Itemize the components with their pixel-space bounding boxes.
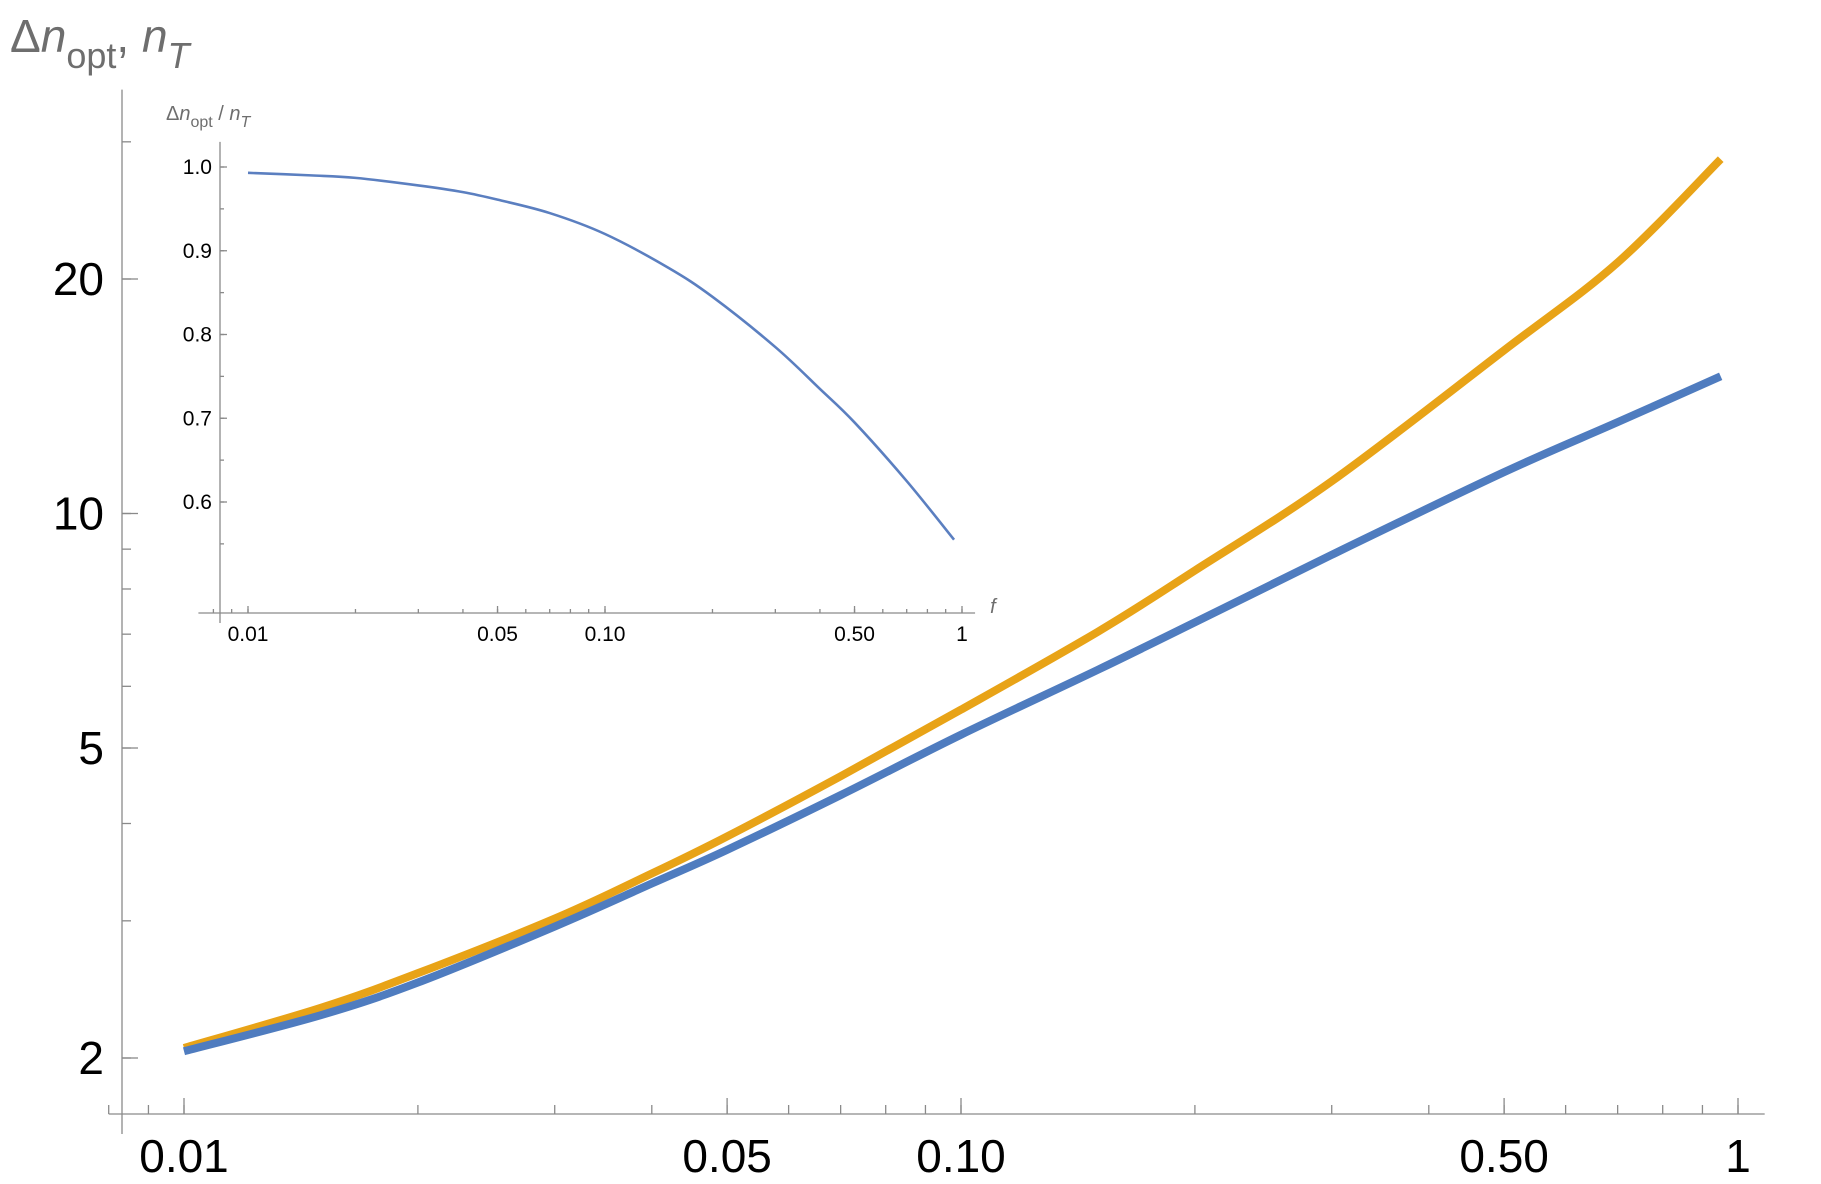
inset-x-tick-label: 0.50: [834, 623, 875, 646]
inset-y-tick-label: 0.9: [183, 240, 212, 263]
main-y-axis-title: Δnopt, nT: [10, 10, 193, 76]
inset-x-tick-label: 1: [956, 623, 968, 646]
inset-x-tick-label: 0.05: [477, 623, 518, 646]
main-x-tick-label: 0.50: [1459, 1130, 1549, 1182]
inset-y-tick-label: 0.7: [183, 407, 212, 430]
inset-x-tick-label: 0.10: [585, 623, 626, 646]
main-x-tick-label: 0.10: [916, 1130, 1006, 1182]
main-chart: 0.01 0.05 0.10 0.50 1 2 5 10 20 f Δnopt, nT: [10, 10, 1821, 1182]
inset-y-tick-label: 0.6: [183, 491, 212, 514]
main-series-line-2: [182, 372, 1723, 1056]
main-x-tick-label: 0.05: [682, 1130, 772, 1182]
main-x-axis-title: f: [1820, 1080, 1821, 1132]
inset-chart: 0.01 0.05 0.10 0.50 1 0.6 0.7 0.8 0.9 1.0 f Δnopt /…: [166, 103, 998, 646]
inset-y-axis-title: Δnopt / nT: [166, 103, 252, 131]
inset-x-tick-label: 0.01: [228, 623, 269, 646]
inset-x-axis-title: f: [990, 596, 998, 618]
main-y-tick-label: 2: [78, 1032, 104, 1084]
main-y-tick-label: 20: [53, 253, 104, 305]
inset-y-tick-label: 1.0: [183, 156, 212, 179]
main-x-tick-label: 1: [1725, 1130, 1751, 1182]
main-x-tick-label: 0.01: [139, 1130, 229, 1182]
inset-series-line-1: [247, 171, 956, 541]
main-series-line-1: [182, 156, 1724, 1052]
main-y-tick-label: 5: [78, 722, 104, 774]
main-y-tick-label: 10: [53, 488, 104, 540]
inset-y-tick-label: 0.8: [183, 324, 212, 347]
